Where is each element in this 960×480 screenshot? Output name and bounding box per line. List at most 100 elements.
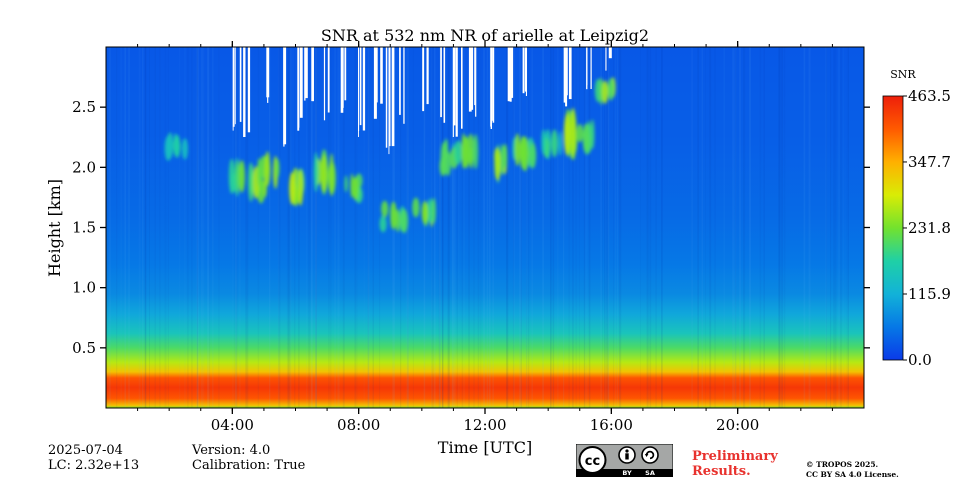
time-streak bbox=[451, 47, 454, 408]
time-streak bbox=[407, 47, 409, 408]
cloud-patch bbox=[257, 157, 262, 187]
time-streak bbox=[406, 47, 409, 408]
time-streak bbox=[600, 47, 602, 408]
cloud-core bbox=[320, 154, 328, 192]
time-streak bbox=[655, 47, 657, 408]
time-streak bbox=[431, 47, 433, 408]
time-streak bbox=[586, 47, 588, 408]
cloud-patch bbox=[379, 215, 387, 233]
time-streak bbox=[154, 47, 156, 408]
y-axis: 0.5 1.0 1.5 2.0 2.5 bbox=[72, 98, 870, 357]
missing-data-gap bbox=[243, 47, 246, 137]
time-streak bbox=[234, 47, 237, 408]
cloud-patch bbox=[427, 198, 434, 224]
cloud-core bbox=[173, 134, 181, 158]
missing-data-gap bbox=[471, 47, 474, 110]
time-streak bbox=[709, 47, 712, 408]
y-tick-label: 1.5 bbox=[72, 219, 96, 237]
cloud-patch bbox=[313, 152, 319, 193]
time-streak bbox=[278, 47, 281, 408]
time-streak bbox=[734, 47, 737, 408]
time-streak bbox=[367, 47, 370, 408]
time-streak bbox=[439, 47, 441, 408]
time-streak bbox=[585, 47, 587, 408]
time-streak bbox=[354, 47, 356, 408]
time-streak bbox=[212, 47, 214, 408]
missing-data-gap bbox=[524, 47, 527, 92]
time-streak bbox=[196, 47, 199, 408]
cloud-core bbox=[601, 80, 609, 104]
time-streak bbox=[661, 47, 663, 408]
time-streak bbox=[202, 47, 205, 408]
missing-data-gap bbox=[455, 47, 458, 137]
time-streak bbox=[209, 47, 211, 408]
time-streak bbox=[191, 47, 193, 408]
missing-data-gap bbox=[267, 47, 269, 103]
missing-data-gap bbox=[376, 47, 378, 103]
time-streak bbox=[646, 47, 649, 408]
missing-data-gap bbox=[522, 47, 525, 94]
preliminary-line-1: Preliminary bbox=[692, 449, 778, 464]
time-streak bbox=[179, 47, 181, 408]
cloud-core bbox=[289, 172, 296, 205]
cloud-core bbox=[519, 136, 527, 169]
cloud-patch bbox=[275, 158, 280, 178]
time-streak bbox=[423, 47, 425, 408]
time-streak bbox=[759, 47, 762, 408]
plot-area bbox=[106, 47, 864, 408]
missing-data-gap bbox=[525, 47, 527, 96]
time-streak bbox=[310, 47, 313, 408]
time-streak bbox=[363, 47, 365, 408]
missing-data-gap bbox=[299, 47, 303, 118]
time-streak bbox=[315, 47, 317, 408]
time-streak bbox=[723, 47, 725, 408]
time-streak bbox=[451, 47, 454, 408]
time-streak bbox=[527, 47, 530, 408]
time-streak bbox=[492, 47, 494, 408]
time-streak bbox=[200, 47, 203, 408]
cloud-patch bbox=[503, 143, 508, 169]
time-streak bbox=[144, 47, 146, 408]
time-streak bbox=[120, 47, 122, 408]
copyright-note: © TROPOS 2025. CC BY SA 4.0 License. bbox=[806, 460, 899, 480]
missing-data-gap bbox=[403, 47, 405, 124]
time-streak bbox=[288, 47, 291, 408]
y-tick-label: 2.0 bbox=[72, 158, 96, 176]
time-streak bbox=[825, 47, 827, 408]
time-streak bbox=[294, 47, 296, 408]
time-streak bbox=[619, 47, 622, 408]
missing-data-gap bbox=[340, 47, 344, 113]
time-streak bbox=[473, 47, 475, 408]
time-streak bbox=[218, 47, 220, 408]
time-streak bbox=[506, 47, 508, 408]
cloud-patch bbox=[454, 140, 463, 165]
cloud-patch bbox=[381, 200, 389, 218]
time-streak bbox=[783, 47, 786, 408]
missing-data-gap bbox=[358, 47, 359, 137]
preliminary-results-note: Preliminary Results. bbox=[692, 449, 778, 479]
missing-data-gaps bbox=[232, 47, 612, 155]
missing-data-gap bbox=[511, 47, 514, 98]
colorbar: SNR 0.0 115.9 231.8 347.7 463.5 bbox=[882, 68, 951, 369]
time-streak bbox=[572, 47, 574, 408]
time-streak bbox=[607, 47, 610, 408]
cloud-patch bbox=[329, 153, 334, 197]
x-tick-label: 04:00 bbox=[211, 416, 254, 434]
time-streak bbox=[526, 47, 527, 408]
time-streak bbox=[588, 47, 591, 408]
time-streak bbox=[441, 47, 444, 408]
time-streak bbox=[848, 47, 849, 408]
time-streak bbox=[412, 47, 414, 408]
time-streak bbox=[763, 47, 765, 408]
time-streak bbox=[583, 47, 586, 408]
time-streak bbox=[732, 47, 734, 408]
time-streak bbox=[334, 47, 336, 408]
time-streak bbox=[106, 47, 108, 408]
cc-by-sa-icon: cc BY SA bbox=[576, 444, 673, 477]
time-streak bbox=[328, 47, 329, 408]
time-streak bbox=[701, 47, 703, 408]
cloud-core bbox=[494, 148, 501, 181]
cloud-core bbox=[421, 200, 429, 225]
time-streak bbox=[480, 47, 482, 408]
time-streak bbox=[207, 47, 208, 408]
